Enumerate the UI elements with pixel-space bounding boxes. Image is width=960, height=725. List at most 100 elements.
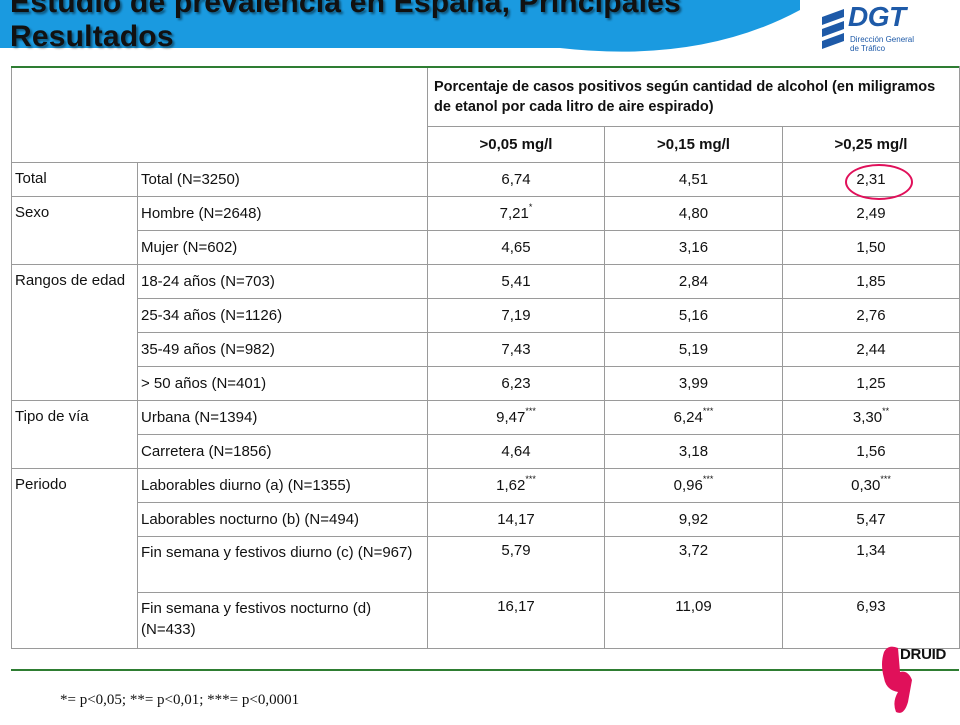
results-table: Porcentaje de casos positivos según cant… xyxy=(11,66,960,649)
value-cell: 7,43 xyxy=(427,332,605,367)
value-text: 2,84 xyxy=(678,273,709,290)
value-text: 9,92 xyxy=(678,511,709,528)
value-cell: 2,49 xyxy=(781,196,960,231)
value-text: 1,34 xyxy=(856,542,886,559)
value-cell: 9,47*** xyxy=(427,400,605,435)
value-cell: 1,62*** xyxy=(427,468,605,503)
table-row: Fin semana y festivos diurno (c) (N=967)… xyxy=(12,536,960,593)
value-text: 1,50 xyxy=(856,239,886,256)
value-text: 6,74 xyxy=(501,171,531,188)
value-text: 3,16 xyxy=(678,239,709,256)
table-row: Mujer (N=602) 4,65 3,16 1,50 xyxy=(12,230,960,265)
dgt-emblem-icon xyxy=(822,9,844,49)
value-text: 4,51 xyxy=(678,171,709,188)
value-cell: 3,18 xyxy=(604,434,783,469)
value-text: 9,47 xyxy=(496,409,526,426)
value-text: 7,43 xyxy=(501,341,531,358)
value-text: 2,44 xyxy=(856,341,886,358)
title-line-2: Resultados xyxy=(10,20,174,53)
value-text: 3,18 xyxy=(678,443,709,460)
row-label-cell: Laborables diurno (a) (N=1355) xyxy=(137,468,428,503)
value-cell: 4,65 xyxy=(427,230,605,265)
value-cell: 2,76 xyxy=(781,298,960,333)
column-header-025: >0,25 mg/l xyxy=(781,126,960,163)
significance-mark: *** xyxy=(880,474,891,484)
value-text: 6,93 xyxy=(856,598,886,615)
page-title: Estudio de prevalencia en España, Princi… xyxy=(10,0,681,54)
row-label-cell: Hombre (N=2648) xyxy=(137,196,428,231)
value-text: 4,80 xyxy=(678,205,709,222)
table-row: Periodo Laborables diurno (a) (N=1355) 1,6… xyxy=(11,468,960,649)
table-row: 35-49 años (N=982) 7,43 5,19 2,44 xyxy=(12,332,960,367)
value-text: 6,23 xyxy=(501,375,531,392)
row-label-cell: Mujer (N=602) xyxy=(137,230,428,265)
row-label-cell: Carretera (N=1856) xyxy=(137,434,428,469)
value-cell: 3,16 xyxy=(604,230,783,265)
table-row: Sexo Hombre (N=2648) 7,21* 4,80 2,49 xyxy=(11,196,960,265)
value-text: 4,64 xyxy=(501,443,531,460)
value-cell: 1,25 xyxy=(781,366,960,401)
value-text: 11,09 xyxy=(675,598,712,615)
highlight-circle xyxy=(845,164,913,200)
dgt-logo-text: DGT xyxy=(848,1,906,32)
value-text: 0,30 xyxy=(851,477,881,494)
value-cell: 0,96*** xyxy=(604,468,783,503)
value-text: 5,79 xyxy=(501,542,531,559)
row-label-cell: Fin semana y festivos diurno (c) (N=967) xyxy=(137,536,428,593)
table-corner-cell xyxy=(11,66,428,163)
value-text: 0,96 xyxy=(673,477,703,494)
value-cell: 16,17 xyxy=(427,592,605,649)
significance-mark: ** xyxy=(882,406,890,416)
category-cell: Total xyxy=(11,162,138,197)
value-text: 3,99 xyxy=(678,375,709,392)
banner-shape xyxy=(0,0,800,52)
column-header-005: >0,05 mg/l xyxy=(427,126,605,163)
dgt-subtitle-line-2: de Tráfico xyxy=(850,44,886,53)
title-line-1: Estudio de prevalencia en España, Princi… xyxy=(10,0,681,19)
value-cell: 3,99 xyxy=(604,366,783,401)
title-banner: Estudio de prevalencia en España, Princi… xyxy=(0,0,800,64)
value-cell: 9,92 xyxy=(604,502,783,537)
value-cell: 5,41 xyxy=(427,264,605,299)
value-text: 1,85 xyxy=(856,273,886,290)
value-cell: 3,72 xyxy=(604,536,783,593)
dgt-logo-subtitle: Dirección General de Tráfico xyxy=(850,35,914,53)
dgt-logo: DGT Dirección General de Tráfico xyxy=(818,1,960,61)
value-cell: 1,85 xyxy=(781,264,960,299)
value-text: 1,25 xyxy=(856,375,886,392)
category-cell: Tipo de vía xyxy=(11,400,138,469)
table-row: Rangos de edad 18-24 años (N=703) 5,41 2,84… xyxy=(11,264,960,401)
value-cell: 7,21* xyxy=(427,196,605,231)
value-cell: 6,74 xyxy=(427,162,605,197)
value-cell: 5,47 xyxy=(781,502,960,537)
value-cell: 11,09 xyxy=(604,592,783,649)
value-text: 4,65 xyxy=(501,239,531,256)
value-cell: 1,50 xyxy=(781,230,960,265)
value-text: 5,19 xyxy=(678,341,709,358)
value-text: 7,21 xyxy=(499,205,529,222)
row-label-cell: 18-24 años (N=703) xyxy=(137,264,428,299)
significance-mark: *** xyxy=(525,474,536,484)
value-cell: 5,16 xyxy=(604,298,783,333)
value-text: 3,30 xyxy=(852,409,883,426)
value-text: 2,76 xyxy=(856,307,886,324)
value-text: 6,24 xyxy=(673,409,703,426)
value-cell: 7,19 xyxy=(427,298,605,333)
value-text: 1,62 xyxy=(496,477,526,494)
row-label-cell: Laborables nocturno (b) (N=494) xyxy=(137,502,428,537)
table-header-main: Porcentaje de casos positivos según cant… xyxy=(426,66,960,127)
value-cell: 0,30*** xyxy=(781,468,960,503)
value-text: 1,56 xyxy=(856,443,886,460)
row-label-cell: 25-34 años (N=1126) xyxy=(137,298,428,333)
value-text: 5,16 xyxy=(678,307,709,324)
value-text: 16,17 xyxy=(497,598,535,615)
category-cell: Rangos de edad xyxy=(11,264,138,401)
category-cell: Periodo xyxy=(11,468,138,649)
value-cell: 2,84 xyxy=(604,264,783,299)
value-text: 7,19 xyxy=(501,307,531,324)
table-row: Total Total (N=3250) 6,74 4,51 2,31 xyxy=(11,162,960,197)
druid-figure-icon xyxy=(882,646,912,713)
dgt-subtitle-line-1: Dirección General xyxy=(850,35,915,44)
table-body: Total Total (N=3250) 6,74 4,51 2,31 Sexo Hombr… xyxy=(11,162,960,649)
row-label-cell: Urbana (N=1394) xyxy=(137,400,428,435)
